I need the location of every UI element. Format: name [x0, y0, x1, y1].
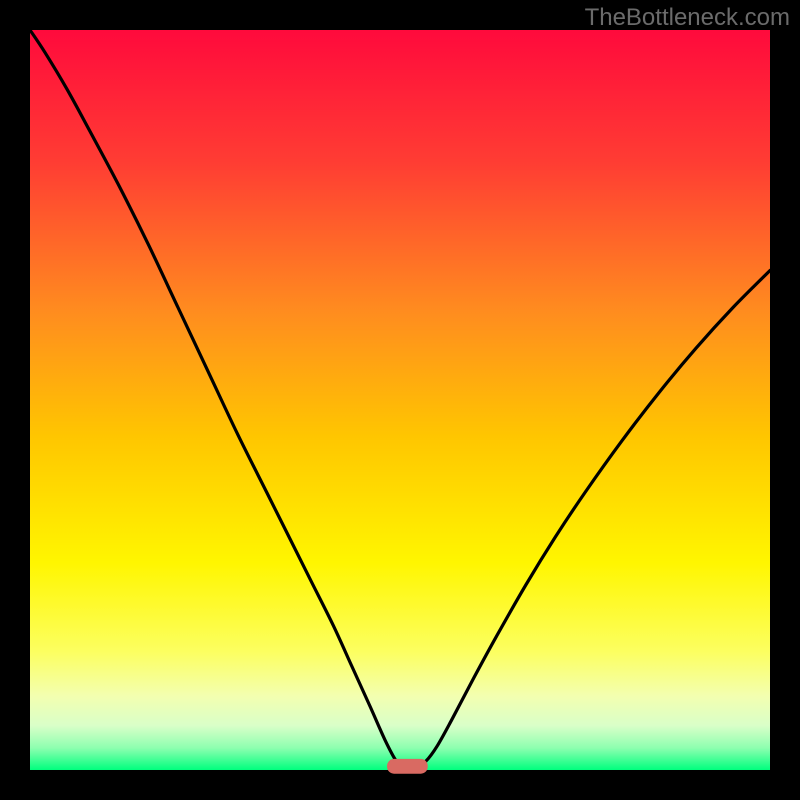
- plot-area-gradient: [30, 30, 770, 770]
- minimum-marker: [387, 759, 428, 774]
- bottleneck-curve-chart: [0, 0, 800, 800]
- watermark-text: TheBottleneck.com: [585, 4, 790, 32]
